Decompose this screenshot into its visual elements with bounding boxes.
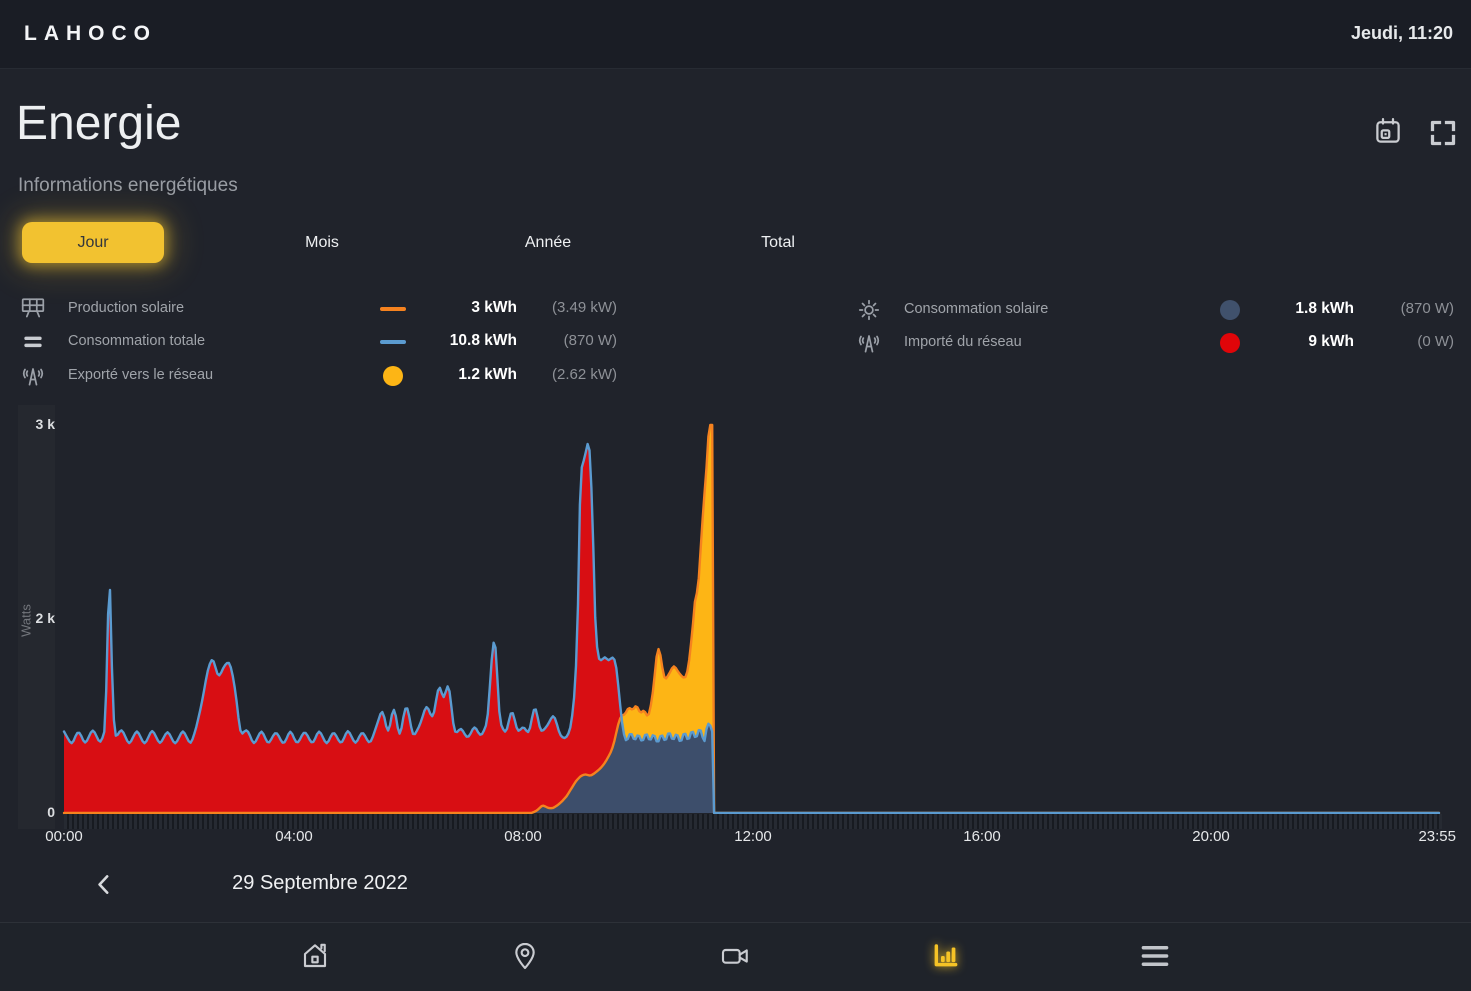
legend-row-production[interactable]: Production solaire 3 kWh (3.49 kW) [0, 296, 1471, 322]
legend-row-importe[interactable]: Importé du réseau 9 kWh (0 W) [0, 330, 1471, 356]
sun-icon [856, 297, 882, 323]
calendar-icon [1371, 115, 1405, 147]
tab-mois[interactable]: Mois [305, 222, 339, 263]
tab-total[interactable]: Total [761, 222, 795, 263]
y-tick-0: 0 [47, 804, 55, 820]
legend-value: 10.8 kWh [449, 332, 517, 349]
tab-jour[interactable]: Jour [22, 222, 164, 263]
nav-item-cameras[interactable] [711, 934, 759, 982]
legend-row-consommation-solaire[interactable]: Consommation solaire 1.8 kWh (870 W) [0, 297, 1471, 323]
nav-item-energy[interactable] [921, 934, 969, 982]
legend-detail: (870 W) [1400, 300, 1454, 317]
legend-value: 1.2 kWh [458, 366, 517, 383]
legend-value: 1.8 kWh [1295, 300, 1354, 317]
legend-detail: (3.49 kW) [551, 299, 617, 316]
legend-detail: (870 W) [563, 332, 617, 349]
antenna-icon [856, 330, 882, 356]
x-tick: 04:00 [275, 828, 313, 845]
legend-marker-production [380, 296, 406, 322]
legend-detail: (2.62 kW) [551, 366, 617, 383]
x-tick: 12:00 [734, 828, 772, 845]
solar-panel-icon [20, 296, 46, 322]
previous-day-button[interactable] [90, 870, 120, 900]
camera-icon [719, 940, 751, 975]
page-title: Energie [16, 97, 182, 150]
legend-value: 3 kWh [471, 299, 517, 316]
chevron-left-icon [92, 874, 118, 900]
nav-item-home[interactable] [291, 934, 339, 982]
x-axis-ticks [64, 814, 1442, 829]
page-subtitle: Informations energétiques [18, 175, 238, 196]
legend-marker-imported [1217, 330, 1243, 356]
legend-marker-exported [380, 363, 406, 389]
nav-item-rooms[interactable] [501, 934, 549, 982]
fullscreen-button[interactable] [1426, 116, 1460, 150]
legend-marker-consumption [380, 329, 406, 355]
tab-annee[interactable]: Année [525, 222, 571, 263]
x-tick: 23:55 [1418, 828, 1456, 845]
legend-label: Exporté vers le réseau [68, 367, 214, 383]
antenna-icon [20, 363, 46, 389]
calendar-button[interactable] [1371, 114, 1405, 148]
consumption-icon [20, 329, 46, 355]
top-bar: LAHOCO Jeudi, 11:20 [0, 0, 1471, 69]
y-axis-label: Watts [18, 604, 34, 637]
legend-label: Consommation totale [68, 333, 206, 349]
legend-label: Importé du réseau [904, 334, 1022, 350]
x-tick: 08:00 [504, 828, 542, 845]
legend-value: 9 kWh [1308, 333, 1354, 350]
home-icon [299, 940, 331, 975]
legend-label: Consommation solaire [904, 301, 1049, 317]
app-logo: LAHOCO [24, 22, 157, 45]
x-tick: 00:00 [45, 828, 83, 845]
legend-marker-self-consumption [1217, 297, 1243, 323]
fullscreen-icon [1426, 119, 1460, 147]
legend-detail: (0 W) [1417, 333, 1454, 350]
bar-chart-icon [929, 940, 961, 975]
y-tick-2k: 2 k [35, 610, 55, 626]
location-pin-icon [509, 940, 541, 975]
x-tick: 16:00 [963, 828, 1001, 845]
legend-label: Production solaire [68, 300, 185, 316]
y-tick-3k: 3 k [35, 416, 55, 432]
datetime-label: Jeudi, 11:20 [1350, 23, 1453, 43]
selected-date-label: 29 Septembre 2022 [232, 872, 408, 894]
menu-icon [1139, 940, 1171, 975]
bottom-navigation [0, 922, 1471, 991]
legend-row-exporte[interactable]: Exporté vers le réseau 1.2 kWh (2.62 kW) [0, 363, 1471, 389]
nav-item-menu[interactable] [1131, 934, 1179, 982]
x-tick: 20:00 [1192, 828, 1230, 845]
legend-row-consommation-totale[interactable]: Consommation totale 10.8 kWh (870 W) [0, 329, 1471, 355]
